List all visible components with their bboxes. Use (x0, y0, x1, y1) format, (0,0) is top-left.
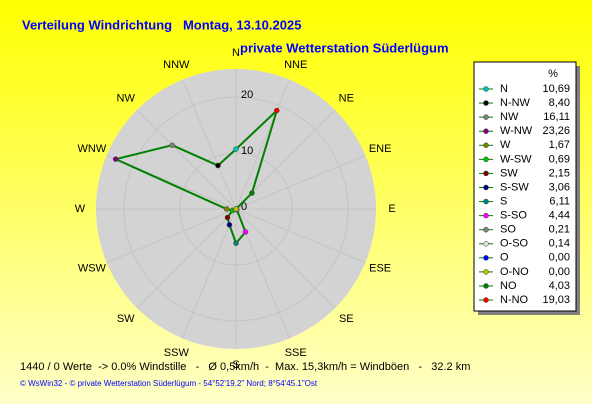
spoke (235, 208, 336, 309)
direction-label: SW (117, 313, 135, 325)
legend-swatch (483, 269, 489, 275)
spoke (235, 208, 366, 264)
legend-swatch (483, 142, 489, 149)
legend-swatch (483, 212, 489, 219)
legend-label: O-NO (500, 266, 529, 278)
spoke (181, 79, 237, 210)
legend-value: 8,40 (549, 97, 570, 109)
data-point (224, 214, 231, 221)
legend-title: % (548, 68, 558, 80)
data-point (223, 206, 230, 212)
legend-swatch (483, 226, 489, 233)
legend-value: 0,00 (549, 266, 570, 278)
data-point (274, 107, 280, 114)
legend-label: N (500, 83, 508, 95)
r-tick-label: 10 (241, 145, 253, 157)
legend-label: N-NO (500, 294, 529, 306)
legend-value: 6,11 (549, 195, 570, 207)
series-line (112, 107, 279, 246)
legend-label: S (500, 195, 507, 207)
spoke (136, 208, 237, 309)
legend-value: 3,06 (549, 181, 570, 193)
legend-label: W-SW (500, 153, 532, 165)
data-point (226, 222, 233, 228)
legend-swatch (483, 255, 489, 261)
legend-swatch (483, 100, 489, 106)
direction-label: NNW (163, 59, 190, 71)
credits: © WsWin32 - © private Wetterstation Süde… (20, 379, 318, 388)
direction-label: ESE (369, 263, 391, 275)
data-point (112, 156, 119, 162)
legend-swatch (483, 170, 489, 177)
direction-label: N (232, 47, 240, 59)
data-point (249, 190, 255, 196)
legend-label: SW (500, 167, 518, 179)
legend-label: W-NW (500, 125, 533, 137)
chart-title: Verteilung Windrichtung Montag, 13.10.20… (22, 17, 301, 32)
direction-label: SSE (285, 347, 307, 359)
legend-swatch (483, 198, 489, 205)
legend-label: S-SO (500, 210, 527, 222)
spoke (235, 154, 366, 210)
legend-label: O-SO (500, 238, 529, 250)
legend-value: 0,00 (549, 252, 570, 264)
data-point (215, 162, 221, 169)
r-tick-label: 0 (241, 201, 247, 213)
legend-value: 0,69 (549, 153, 570, 165)
legend-swatch (483, 297, 489, 303)
legend-swatch (483, 241, 489, 247)
data-point (169, 142, 175, 148)
legend-swatch (483, 128, 489, 134)
direction-label: NE (339, 93, 354, 105)
direction-label: WSW (78, 263, 107, 275)
direction-label: SSW (164, 347, 190, 359)
direction-label: W (75, 203, 86, 215)
legend-value: 10,69 (542, 83, 570, 95)
legend-value: 0,14 (549, 238, 570, 250)
legend-value: 19,03 (542, 294, 570, 306)
footer: 1440 / 0 Werte -> 0.0% Windstille - Ø 0,… (20, 361, 470, 373)
legend-value: 0,21 (549, 224, 570, 236)
data-point (233, 240, 239, 246)
direction-label: NW (117, 93, 136, 105)
r-tick-label: 20 (241, 89, 253, 101)
legend-value: 16,11 (543, 111, 570, 123)
data-point (233, 146, 239, 152)
spoke (181, 208, 237, 339)
direction-label: ENE (369, 143, 392, 155)
legend-label: NO (500, 280, 517, 292)
legend-swatch (483, 156, 489, 163)
direction-label: E (388, 203, 395, 215)
legend-swatch (483, 86, 489, 92)
legend-value: 2,15 (549, 167, 570, 179)
legend-label: NW (500, 111, 519, 123)
legend-value: 4,03 (549, 280, 570, 292)
legend-label: O (500, 252, 509, 264)
legend-value: 4,44 (549, 210, 570, 222)
spoke (106, 208, 237, 264)
legend-swatch (483, 283, 489, 289)
legend-value: 1,67 (549, 139, 570, 151)
legend-label: N-NW (500, 97, 531, 109)
spoke (235, 79, 291, 210)
data-point (242, 229, 249, 235)
legend-label: W (500, 139, 511, 151)
legend-label: SO (500, 224, 516, 236)
direction-label: WNW (78, 143, 107, 155)
grid-circle (123, 96, 349, 322)
grid-circle (179, 152, 293, 266)
legend-value: 23,26 (542, 125, 570, 137)
direction-label: SE (339, 313, 354, 325)
data-point (233, 206, 239, 212)
spoke (136, 109, 237, 210)
direction-label: S (232, 359, 239, 371)
legend-label: S-SW (500, 181, 529, 193)
chart-subtitle: private Wetterstation Süderlügum (240, 40, 449, 55)
legend-swatch (483, 184, 489, 191)
direction-label: NNE (284, 59, 307, 71)
legend-swatch (483, 114, 489, 120)
